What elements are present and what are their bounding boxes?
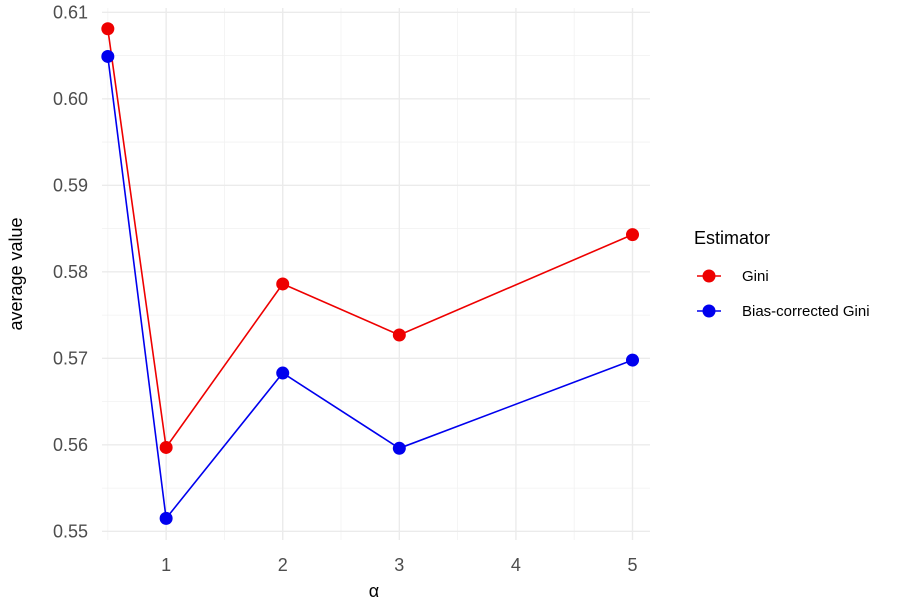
x-tick-labels: 1 2 3 4 5 xyxy=(161,555,637,575)
legend: Estimator Gini Bias-corrected Gini xyxy=(694,228,870,320)
legend-label: Gini xyxy=(742,268,769,285)
data-point xyxy=(101,22,115,36)
grid xyxy=(102,8,650,540)
data-point xyxy=(101,49,115,63)
legend-key-point xyxy=(702,269,716,283)
y-tick-label: 0.59 xyxy=(53,175,88,195)
y-tick-label: 0.61 xyxy=(53,2,88,22)
y-tick-label: 0.57 xyxy=(53,348,88,368)
series-line xyxy=(107,56,633,521)
series-line xyxy=(107,28,633,450)
data-point xyxy=(626,228,640,242)
y-tick-labels: 0.55 0.56 0.57 0.58 0.59 0.60 0.61 xyxy=(53,2,88,541)
series-layer xyxy=(101,22,640,525)
x-tick-label: 2 xyxy=(278,555,288,575)
x-tick-label: 1 xyxy=(161,555,171,575)
y-tick-label: 0.56 xyxy=(53,435,88,455)
legend-label: Bias-corrected Gini xyxy=(742,303,870,320)
data-point xyxy=(392,328,406,342)
x-axis-title: α xyxy=(369,581,379,601)
data-point xyxy=(626,353,640,367)
x-tick-label: 5 xyxy=(628,555,638,575)
data-point xyxy=(159,511,173,525)
data-point xyxy=(159,440,173,454)
legend-title: Estimator xyxy=(694,228,770,248)
y-tick-label: 0.55 xyxy=(53,521,88,541)
y-tick-label: 0.58 xyxy=(53,262,88,282)
legend-items: Gini Bias-corrected Gini xyxy=(697,268,870,320)
data-point xyxy=(392,441,406,455)
y-axis-title: average value xyxy=(6,217,26,330)
series-0 xyxy=(101,22,640,454)
series-1 xyxy=(101,49,640,525)
data-point xyxy=(276,277,290,291)
data-point xyxy=(276,366,290,380)
y-tick-label: 0.60 xyxy=(53,89,88,109)
legend-key-point xyxy=(702,304,716,318)
x-tick-label: 4 xyxy=(511,555,521,575)
legend-item: Bias-corrected Gini xyxy=(697,303,870,320)
legend-item: Gini xyxy=(697,268,769,285)
x-tick-label: 3 xyxy=(394,555,404,575)
